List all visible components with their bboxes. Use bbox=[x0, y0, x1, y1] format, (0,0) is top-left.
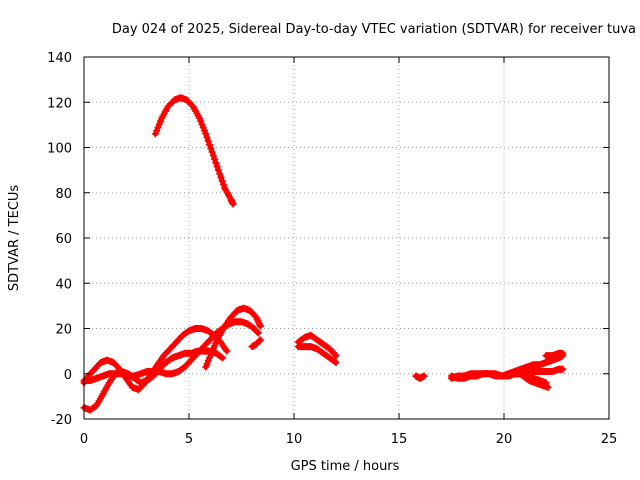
y-tick-label: 60 bbox=[55, 232, 72, 247]
x-tick-label: 25 bbox=[601, 432, 618, 447]
data-point bbox=[207, 350, 215, 358]
series-arc-e bbox=[248, 336, 264, 351]
y-axis-label: SDTVAR / TECUs bbox=[7, 185, 22, 292]
data-point bbox=[219, 181, 227, 189]
data-point bbox=[559, 365, 567, 373]
x-tick-label: 20 bbox=[496, 432, 513, 447]
data-point bbox=[219, 354, 227, 362]
data-point bbox=[217, 173, 225, 181]
series-arc-high bbox=[151, 94, 237, 208]
data-point bbox=[217, 353, 225, 361]
data-point bbox=[198, 120, 206, 128]
grid-lines bbox=[84, 57, 609, 419]
y-tick-label: 100 bbox=[47, 142, 72, 157]
data-point bbox=[420, 372, 428, 380]
data-point bbox=[253, 328, 261, 336]
series-arc-b bbox=[80, 347, 227, 414]
y-tick-label: 0 bbox=[64, 368, 72, 383]
y-tick-label: 40 bbox=[55, 277, 72, 292]
data-point bbox=[332, 352, 340, 360]
data-point bbox=[256, 337, 264, 345]
series-arc-f bbox=[294, 331, 340, 360]
series-arc-h bbox=[412, 372, 428, 382]
data-point bbox=[203, 360, 211, 368]
data-point bbox=[216, 170, 224, 178]
data-point bbox=[154, 124, 162, 132]
series-arc-l bbox=[513, 367, 552, 391]
x-tick-label: 15 bbox=[391, 432, 408, 447]
data-point bbox=[214, 166, 222, 174]
data-point bbox=[204, 357, 212, 365]
data-point bbox=[197, 117, 205, 125]
y-tick-label: 120 bbox=[47, 96, 72, 111]
data-point bbox=[196, 114, 203, 122]
data-point bbox=[153, 127, 161, 135]
data-point bbox=[211, 155, 219, 163]
data-point bbox=[559, 349, 567, 357]
data-point bbox=[254, 329, 262, 337]
data-point bbox=[188, 101, 196, 109]
data-point bbox=[156, 117, 164, 125]
data-point bbox=[206, 141, 214, 149]
data-point bbox=[208, 148, 216, 156]
data-series bbox=[80, 94, 567, 414]
series-arc-m bbox=[542, 349, 567, 360]
data-point bbox=[229, 200, 237, 208]
data-point bbox=[206, 353, 214, 361]
x-tick-label: 5 bbox=[185, 432, 193, 447]
data-point bbox=[155, 120, 163, 128]
data-point bbox=[223, 347, 231, 355]
series-arc-c bbox=[80, 318, 262, 385]
data-point bbox=[207, 144, 215, 152]
axis-ticks: 0 5 10 15 20 25 -20 0 20 40 60 80 100 120 140 bbox=[47, 51, 617, 447]
data-point bbox=[201, 127, 209, 135]
chart-title: Day 024 of 2025, Sidereal Day-to-day VTE… bbox=[112, 22, 636, 37]
data-point bbox=[331, 350, 339, 358]
data-point bbox=[204, 137, 212, 145]
y-tick-label: 80 bbox=[55, 187, 72, 202]
data-point bbox=[212, 159, 220, 167]
data-point bbox=[202, 363, 210, 371]
data-point bbox=[218, 177, 226, 185]
y-tick-label: 20 bbox=[55, 323, 72, 338]
x-tick-label: 0 bbox=[80, 432, 88, 447]
data-point bbox=[256, 336, 264, 344]
x-tick-label: 10 bbox=[286, 432, 303, 447]
data-point bbox=[332, 358, 340, 366]
y-tick-label: 140 bbox=[47, 51, 72, 66]
series-arc-d bbox=[202, 304, 264, 371]
data-point bbox=[331, 358, 339, 366]
y-tick-label: -20 bbox=[51, 413, 72, 428]
data-point bbox=[256, 322, 264, 330]
series-arc-g bbox=[294, 343, 340, 366]
data-point bbox=[203, 134, 211, 142]
data-point bbox=[199, 124, 207, 132]
data-point bbox=[544, 383, 552, 391]
data-point bbox=[209, 152, 217, 160]
data-point bbox=[151, 130, 159, 138]
x-axis-label: GPS time / hours bbox=[291, 459, 400, 474]
data-point bbox=[202, 130, 210, 138]
data-point bbox=[213, 163, 221, 171]
